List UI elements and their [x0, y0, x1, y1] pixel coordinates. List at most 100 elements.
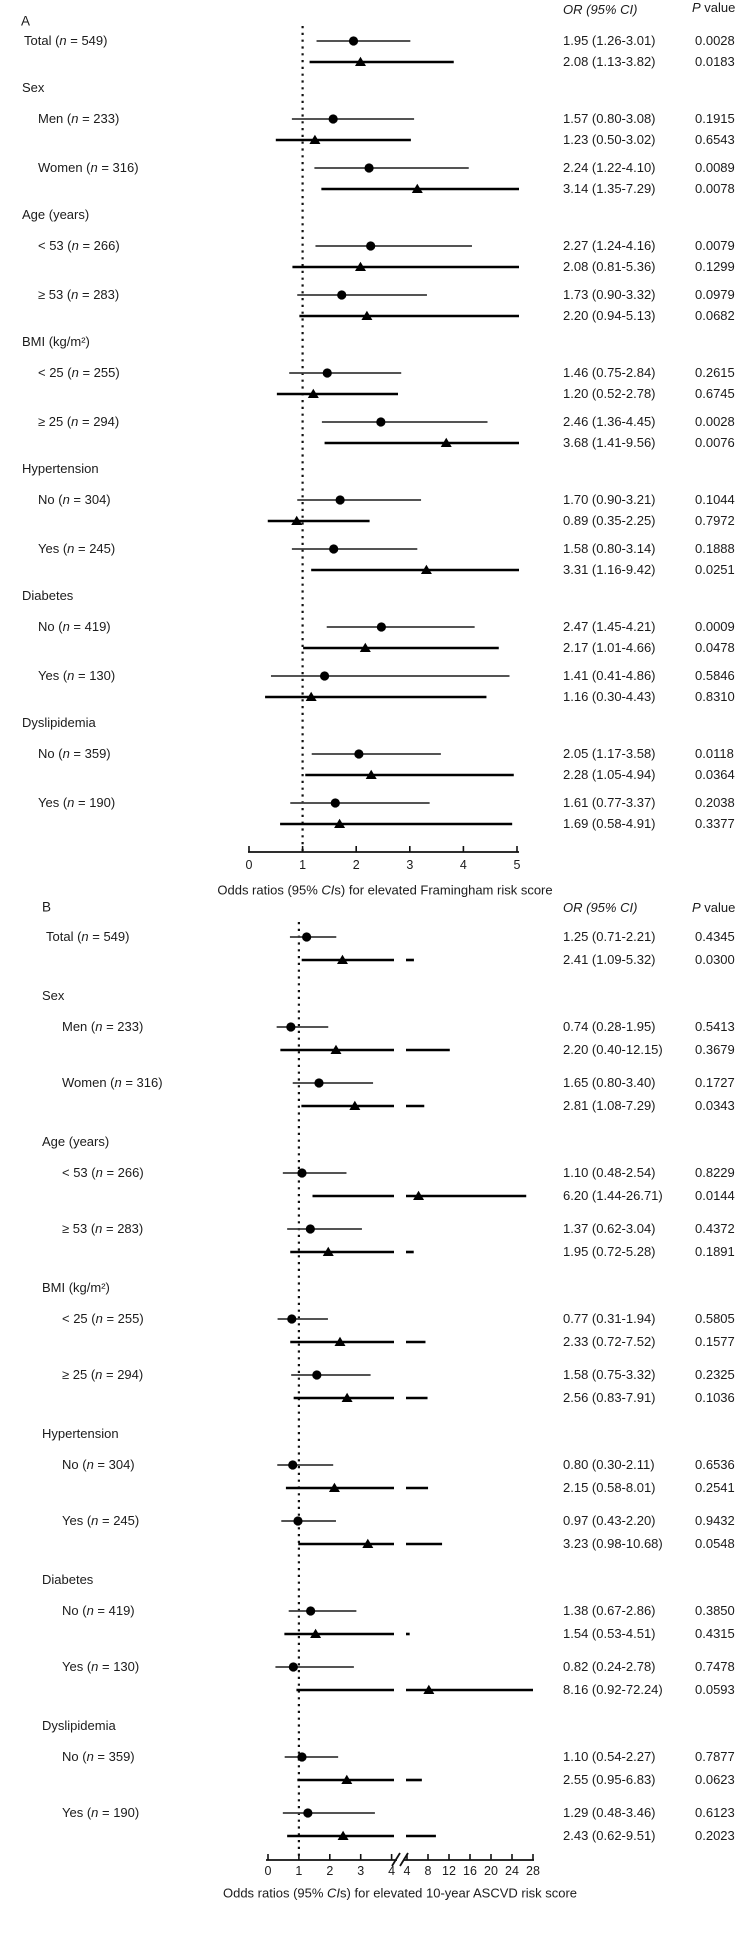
- p-value: 0.0593: [695, 1681, 735, 1697]
- or-ci-value: 1.10 (0.48-2.54): [563, 1164, 656, 1180]
- n-italic: n: [90, 159, 98, 175]
- or-marker-triangle: [291, 515, 303, 525]
- or-marker-triangle: [328, 1482, 340, 1492]
- or-ci-column-header-a: OR (95% CI): [563, 1, 638, 17]
- p-header-rest: value: [700, 899, 736, 915]
- or-marker-circle: [297, 1168, 307, 1178]
- row-label: ≥ 53 (n = 283): [38, 286, 120, 302]
- p-value: 0.7972: [695, 512, 735, 528]
- n-italic: n: [91, 1658, 99, 1674]
- row-label: < 25 (n = 255): [38, 364, 120, 380]
- or-marker-circle: [305, 1224, 315, 1234]
- or-marker-triangle: [341, 1392, 353, 1402]
- p-value: 0.6543: [695, 131, 735, 147]
- or-marker-triangle: [310, 1628, 322, 1638]
- or-ci-value: 3.14 (1.35-7.29): [563, 180, 656, 196]
- p-value: 0.0682: [695, 307, 735, 323]
- axis-tick-label: 1: [295, 1864, 303, 1879]
- n-italic: n: [86, 1748, 94, 1764]
- or-ci-value: 1.10 (0.54-2.27): [563, 1748, 656, 1764]
- p-value: 0.5846: [695, 667, 735, 683]
- row-label: No (n = 359): [38, 745, 111, 761]
- n-italic: n: [86, 1602, 94, 1618]
- axis-tick-label: 28: [526, 1864, 540, 1879]
- p-value: 0.8310: [695, 688, 735, 704]
- panel-b-label: B: [42, 899, 52, 915]
- or-ci-value: 8.16 (0.92-72.24): [563, 1681, 663, 1697]
- p-value: 0.0079: [695, 237, 735, 253]
- or-marker-triangle: [341, 1774, 353, 1784]
- p-value: 0.2023: [695, 1827, 735, 1843]
- or-marker-circle: [376, 417, 386, 427]
- n-italic: n: [67, 540, 75, 556]
- p-value: 0.4315: [695, 1625, 735, 1641]
- axis-tick-label: 20: [484, 1864, 498, 1879]
- or-ci-value: 1.65 (0.80-3.40): [563, 1074, 656, 1090]
- group-label: BMI (kg/m²): [22, 333, 90, 349]
- p-value: 0.2615: [695, 364, 735, 380]
- or-marker-circle: [376, 622, 386, 632]
- x-axis-title-b: Odds ratios (95% CIs) for elevated 10-ye…: [222, 1885, 578, 1901]
- p-value: 0.0300: [695, 951, 735, 967]
- or-marker-circle: [286, 1022, 296, 1032]
- or-ci-value: 0.82 (0.24-2.78): [563, 1658, 656, 1674]
- p-value: 0.7877: [695, 1748, 735, 1764]
- or-ci-value: 2.08 (0.81-5.36): [563, 258, 656, 274]
- or-marker-triangle: [336, 954, 348, 964]
- n-italic: n: [71, 110, 79, 126]
- or-ci-value: 1.69 (0.58-4.91): [563, 815, 656, 831]
- group-label: Diabetes: [22, 587, 74, 603]
- or-marker-circle: [364, 163, 374, 173]
- or-ci-value: 1.25 (0.71-2.21): [563, 928, 656, 944]
- or-ci-value: 2.20 (0.40-12.15): [563, 1041, 663, 1057]
- n-italic: n: [71, 237, 79, 253]
- or-ci-value: 3.23 (0.98-10.68): [563, 1535, 663, 1551]
- p-value: 0.5805: [695, 1310, 735, 1326]
- p-value: 0.0118: [695, 745, 734, 761]
- p-value: 0.1036: [695, 1389, 735, 1405]
- p-value: 0.0478: [695, 639, 735, 655]
- or-ci-value: 2.56 (0.83-7.91): [563, 1389, 656, 1405]
- n-italic: n: [114, 1074, 122, 1090]
- axis-tick-label: 24: [505, 1864, 519, 1879]
- row-label: ≥ 25 (n = 294): [62, 1366, 144, 1382]
- p-header-italic: P: [692, 0, 701, 15]
- axis-tick-label: 2: [352, 858, 360, 873]
- or-marker-triangle: [359, 642, 371, 652]
- or-ci-value: 1.95 (1.26-3.01): [563, 32, 656, 48]
- row-label: Yes (n = 190): [38, 794, 116, 810]
- n-italic: n: [95, 1220, 103, 1236]
- axis-break-mark: [391, 1852, 401, 1867]
- p-value: 0.0028: [695, 32, 735, 48]
- p-value: 0.3377: [695, 815, 735, 831]
- or-marker-triangle: [365, 769, 377, 779]
- or-ci-value: 1.54 (0.53-4.51): [563, 1625, 656, 1641]
- row-label: Yes (n = 245): [62, 1512, 140, 1528]
- or-marker-triangle: [334, 818, 346, 828]
- n-italic: n: [91, 1804, 99, 1820]
- or-ci-value: 2.33 (0.72-7.52): [563, 1333, 656, 1349]
- or-marker-triangle: [349, 1100, 361, 1110]
- or-ci-value: 2.46 (1.36-4.45): [563, 413, 656, 429]
- or-ci-value: 1.16 (0.30-4.43): [563, 688, 656, 704]
- group-label: Hypertension: [42, 1425, 119, 1441]
- axis-tick-label: 12: [442, 1864, 456, 1879]
- n-italic: n: [95, 1164, 103, 1180]
- or-marker-triangle: [330, 1044, 342, 1054]
- axis-tick-label: 0: [245, 858, 253, 873]
- n-italic: n: [62, 745, 70, 761]
- n-italic: n: [71, 286, 79, 302]
- n-italic: n: [67, 667, 75, 683]
- or-ci-value: 1.58 (0.80-3.14): [563, 540, 656, 556]
- group-label: Age (years): [22, 206, 90, 222]
- x-axis-title-a: Odds ratios (95% CIs) for elevated Frami…: [217, 882, 553, 898]
- or-marker-circle: [354, 749, 364, 759]
- or-marker-circle: [319, 671, 330, 681]
- n-italic: n: [67, 794, 75, 810]
- p-value: 0.0009: [695, 618, 735, 634]
- or-marker-triangle: [305, 691, 317, 701]
- p-value: 0.9432: [695, 1512, 735, 1528]
- or-ci-value: 1.58 (0.75-3.32): [563, 1366, 656, 1382]
- group-label: Hypertension: [22, 460, 99, 476]
- p-value: 0.6123: [695, 1804, 735, 1820]
